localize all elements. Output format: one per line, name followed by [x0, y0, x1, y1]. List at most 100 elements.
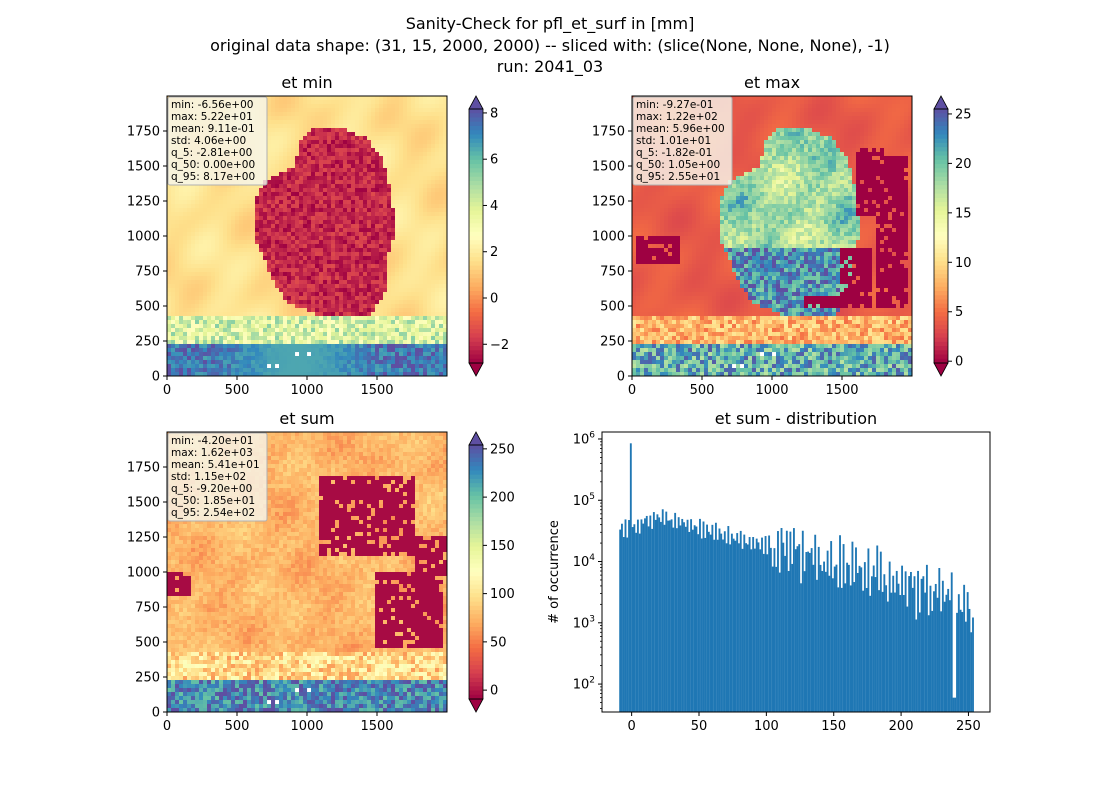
- heatmap-cell: [367, 336, 372, 341]
- heatmap-cell: [359, 368, 364, 373]
- heatmap-cell: [363, 220, 368, 225]
- heatmap-cell: [167, 216, 172, 221]
- heatmap-cell: [311, 272, 316, 277]
- heatmap-cell: [415, 120, 420, 125]
- heatmap-cell: [367, 240, 372, 245]
- heatmap-cell: [391, 160, 396, 165]
- colorbar-segment: [469, 206, 483, 212]
- heatmap-cell: [431, 164, 436, 169]
- heatmap-cell: [219, 188, 224, 193]
- heatmap-cell: [347, 172, 352, 177]
- heatmap-cell: [327, 324, 332, 329]
- heatmap-cell: [375, 324, 380, 329]
- heatmap-cell: [387, 232, 392, 237]
- heatmap-cell: [231, 272, 236, 277]
- heatmap-cell: [419, 236, 424, 241]
- heatmap-cell: [431, 152, 436, 157]
- heatmap-cell: [427, 272, 432, 277]
- heatmap-cell: [279, 220, 284, 225]
- heatmap-cell: [303, 256, 308, 261]
- heatmap-cell: [359, 300, 364, 305]
- heatmap-cell: [275, 316, 280, 321]
- heatmap-cell: [215, 328, 220, 333]
- heatmap-cell: [435, 284, 440, 289]
- heatmap-cell: [267, 204, 272, 209]
- heatmap-cell: [439, 156, 444, 161]
- heatmap-cell: [367, 144, 372, 149]
- heatmap-cell: [395, 340, 400, 345]
- heatmap-cell: [307, 120, 312, 125]
- heatmap-cell: [383, 160, 388, 165]
- heatmap-cell: [395, 228, 400, 233]
- heatmap-cell: [275, 152, 280, 157]
- heatmap-cell: [299, 136, 304, 141]
- heatmap-cell: [391, 256, 396, 261]
- heatmap-cell: [291, 164, 296, 169]
- heatmap-cell: [335, 120, 340, 125]
- heatmap-cell: [331, 108, 336, 113]
- heatmap-cell: [351, 264, 356, 269]
- heatmap-cell: [315, 324, 320, 329]
- heatmap-cell: [319, 340, 324, 345]
- heatmap-cell: [287, 360, 292, 365]
- heatmap-cell: [307, 108, 312, 113]
- heatmap-cell: [339, 192, 344, 197]
- heatmap-cell: [315, 336, 320, 341]
- colorbar-segment: [469, 176, 483, 182]
- heatmap-cell: [371, 336, 376, 341]
- heatmap-cell: [299, 268, 304, 273]
- heatmap-cell: [415, 352, 420, 357]
- heatmap-cell: [343, 252, 348, 257]
- heatmap-cell: [251, 212, 256, 217]
- heatmap-cell: [339, 336, 344, 341]
- heatmap-cell: [211, 296, 216, 301]
- heatmap-cell: [415, 188, 420, 193]
- heatmap-cell: [363, 296, 368, 301]
- heatmap-cell: [351, 356, 356, 361]
- heatmap-cell: [263, 284, 268, 289]
- heatmap-cell: [379, 140, 384, 145]
- heatmap-cell: [287, 168, 292, 173]
- heatmap-cell: [295, 288, 300, 293]
- heatmap-cell: [379, 148, 384, 153]
- heatmap-cell: [267, 268, 272, 273]
- heatmap-cell: [387, 184, 392, 189]
- heatmap-cell: [391, 100, 396, 105]
- heatmap-cell: [215, 212, 220, 217]
- heatmap-cell: [387, 160, 392, 165]
- heatmap-cell: [335, 276, 340, 281]
- heatmap-cell: [423, 256, 428, 261]
- heatmap-cell: [399, 216, 404, 221]
- heatmap-cell: [235, 360, 240, 365]
- heatmap-cell: [215, 360, 220, 365]
- heatmap-cell: [359, 272, 364, 277]
- heatmap-cell: [295, 256, 300, 261]
- heatmap-cell: [355, 316, 360, 321]
- heatmap-cell: [171, 192, 176, 197]
- heatmap-cell: [415, 356, 420, 361]
- heatmap-cell: [311, 288, 316, 293]
- heatmap-cell: [367, 252, 372, 257]
- heatmap-cell: [431, 356, 436, 361]
- heatmap-cell: [263, 332, 268, 337]
- heatmap-cell: [287, 248, 292, 253]
- heatmap-cell: [287, 212, 292, 217]
- heatmap-cell: [343, 116, 348, 121]
- heatmap-cell: [335, 268, 340, 273]
- heatmap-cell: [231, 308, 236, 313]
- heatmap-cell: [287, 228, 292, 233]
- heatmap-cell: [295, 372, 300, 377]
- heatmap-cell: [299, 288, 304, 293]
- heatmap-cell: [287, 192, 292, 197]
- heatmap-cell: [231, 260, 236, 265]
- heatmap-cell: [211, 292, 216, 297]
- heatmap-cell: [395, 132, 400, 137]
- heatmap-cell: [331, 120, 336, 125]
- heatmap-cell: [427, 128, 432, 133]
- heatmap-cell: [395, 200, 400, 205]
- heatmap-cell: [363, 136, 368, 141]
- heatmap-cell: [315, 260, 320, 265]
- heatmap-cell: [411, 136, 416, 141]
- heatmap-cell: [299, 120, 304, 125]
- heatmap-cell: [415, 296, 420, 301]
